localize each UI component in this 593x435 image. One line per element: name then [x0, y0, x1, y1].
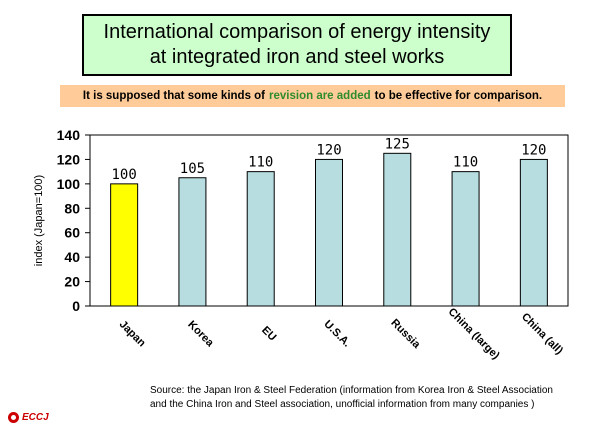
bar-value-label: 110 [453, 155, 478, 171]
comparison-note: It is supposed that some kinds of revisi… [60, 85, 565, 107]
bar [246, 171, 275, 307]
bar [315, 158, 343, 307]
note-text-after: to be effective for comparison. [374, 90, 543, 102]
bar [451, 171, 480, 307]
bar-value-label: 100 [111, 167, 136, 183]
bar-value-label: 105 [180, 161, 205, 177]
bar [383, 152, 412, 307]
y-axis-label: index (Japan=100) [33, 175, 45, 266]
y-tick-label: 80 [64, 200, 80, 216]
x-tick-label: U.S.A. [321, 318, 352, 349]
eccj-logo-text: ECCJ [22, 412, 49, 423]
y-tick-label: 0 [72, 298, 80, 314]
bar-value-label: 125 [385, 136, 410, 152]
x-tick-label: Russia [388, 317, 423, 352]
x-tick-label: EU [259, 324, 278, 343]
chart-title-line2: at integrated iron and steel works [149, 46, 445, 68]
bar-value-label: 120 [316, 142, 341, 158]
x-tick-label: Japan [117, 318, 148, 349]
y-tick-label: 140 [57, 127, 81, 143]
bar-value-label: 120 [521, 142, 546, 158]
x-tick-label: China (large) [446, 306, 502, 362]
y-tick-label: 120 [57, 151, 81, 167]
chart-title-box: International comparison of energy inten… [82, 14, 512, 76]
bar [178, 177, 207, 307]
chart-title-line1: International comparison of energy inten… [103, 21, 491, 43]
note-highlight: revision are added [269, 90, 371, 102]
y-tick-label: 100 [57, 176, 81, 192]
source-citation: Source: the Japan Iron & Steel Federatio… [150, 384, 590, 412]
x-tick-label: China (all) [519, 311, 565, 357]
note-text-before: It is supposed that some kinds of [82, 90, 266, 102]
y-tick-label: 40 [64, 249, 80, 265]
y-tick-label: 20 [64, 274, 80, 290]
x-tick-label: Korea [185, 319, 216, 350]
bar-value-label: 110 [248, 155, 273, 171]
eccj-logo: ECCJ [8, 412, 49, 423]
eccj-logo-icon [8, 412, 19, 423]
y-tick-label: 60 [64, 225, 80, 241]
bar [519, 158, 548, 307]
bar [110, 183, 139, 307]
source-line1: Source: the Japan Iron & Steel Federatio… [150, 385, 553, 396]
source-line2: and the China Iron and Steel association… [150, 399, 535, 410]
